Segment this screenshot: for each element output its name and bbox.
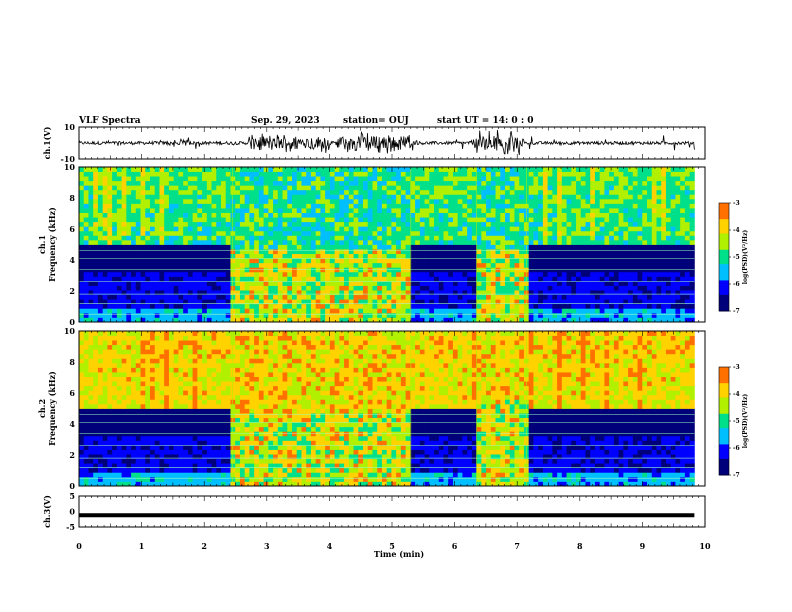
station-label: station= OUJ — [343, 116, 409, 126]
ch1-waveform-trace — [78, 129, 695, 156]
ch1-spectrogram-heatmap — [79, 167, 695, 323]
ch1-voltage-tick-label: -10 — [61, 154, 76, 164]
time-tick-label: 1 — [139, 541, 145, 551]
ch3-y-label: ch.3(V) — [42, 495, 52, 528]
ch3-voltage-tick-label: -5 — [66, 522, 75, 532]
ch2-freq-tick-label: 6 — [69, 388, 75, 398]
time-tick-label: 2 — [201, 541, 207, 551]
ch2-freq-tick-label: 0 — [69, 481, 75, 491]
x-axis-label: Time (min) — [374, 549, 424, 559]
ch2-freq-tick-label: 10 — [64, 326, 76, 336]
colorbar-tick-label: -6 — [733, 445, 740, 452]
ch1-freq-y-label: ch.1 — [37, 235, 47, 254]
time-tick-label: 9 — [640, 541, 646, 551]
colorbar-tick-label: -5 — [733, 254, 740, 261]
time-tick-label: 10 — [699, 541, 711, 551]
ch1-freq-tick-label: 2 — [69, 286, 75, 296]
ch2-harmonic-lines — [79, 331, 695, 486]
time-tick-label: 5 — [389, 541, 395, 551]
ch2-freq-tick-label: 4 — [69, 419, 75, 429]
colorbar-tick-label: -4 — [733, 227, 740, 234]
ch1-freq-tick-label: 8 — [69, 193, 75, 203]
date-label: Sep. 29, 2023 — [251, 116, 320, 126]
ch1-freq-tick-label: 4 — [69, 255, 75, 265]
ch2-spectrogram-heatmap — [79, 331, 695, 487]
chart-title: VLF Spectra — [78, 116, 141, 126]
ch2-freq-tick-label: 8 — [69, 357, 75, 367]
y-axis-labels: ch.1(V)ch.1 Frequency (kHz)ch.2 Frequency … — [37, 126, 57, 528]
colorbar-tick-label: -3 — [733, 200, 740, 207]
colorbars: -3 -4 -5 -6 -7 log(PSD)(V²/Hz) -3 -4 -5 -6 -7 log(P… — [718, 200, 749, 479]
ch2-freq-y-label-unit: Frequency (kHz) — [47, 371, 57, 446]
colorbar-tick-label: -4 — [733, 391, 740, 398]
ch1-freq-tick-label: 0 — [69, 317, 75, 327]
ch1-freq-y-label-unit: Frequency (kHz) — [47, 207, 57, 282]
ch2-colorbar: -3 -4 -5 -6 -7 log(PSD)(V²/Hz) — [718, 364, 749, 479]
ch1-freq-tick-label: 6 — [69, 224, 75, 234]
colorbar-tick-label: -5 — [733, 418, 740, 425]
ch2-freq-tick-label: 2 — [69, 450, 75, 460]
ch1-colorbar: -3 -4 -5 -6 -7 log(PSD)(V²/Hz) — [718, 200, 749, 315]
colorbar-tick-label: -6 — [733, 281, 740, 288]
start-time-label: start UT = 14: 0 : 0 — [437, 116, 534, 126]
time-tick-label: 4 — [327, 541, 333, 551]
colorbar-tick-label: -7 — [733, 472, 740, 479]
time-tick-label: 6 — [452, 541, 458, 551]
ch1-y-label: ch.1(V) — [42, 126, 52, 159]
ch1-voltage-tick-label: 10 — [64, 122, 76, 132]
colorbar-label: log(PSD)(V²/Hz) — [742, 230, 749, 285]
time-tick-label: 0 — [76, 541, 82, 551]
colorbar-label: log(PSD)(V²/Hz) — [742, 394, 749, 449]
ch2-freq-y-label: ch.2 — [37, 399, 47, 418]
ch1-freq-tick-label: 10 — [64, 162, 76, 172]
time-tick-label: 3 — [264, 541, 270, 551]
ch1-harmonic-lines — [79, 167, 695, 322]
ch3-voltage-tick-label: 0 — [69, 507, 75, 517]
colorbar-tick-label: -3 — [733, 364, 740, 371]
colorbar-tick-label: -7 — [733, 308, 740, 315]
time-tick-label: 8 — [577, 541, 583, 551]
ch3-voltage-tick-label: 5 — [69, 491, 75, 501]
time-tick-label: 7 — [514, 541, 520, 551]
